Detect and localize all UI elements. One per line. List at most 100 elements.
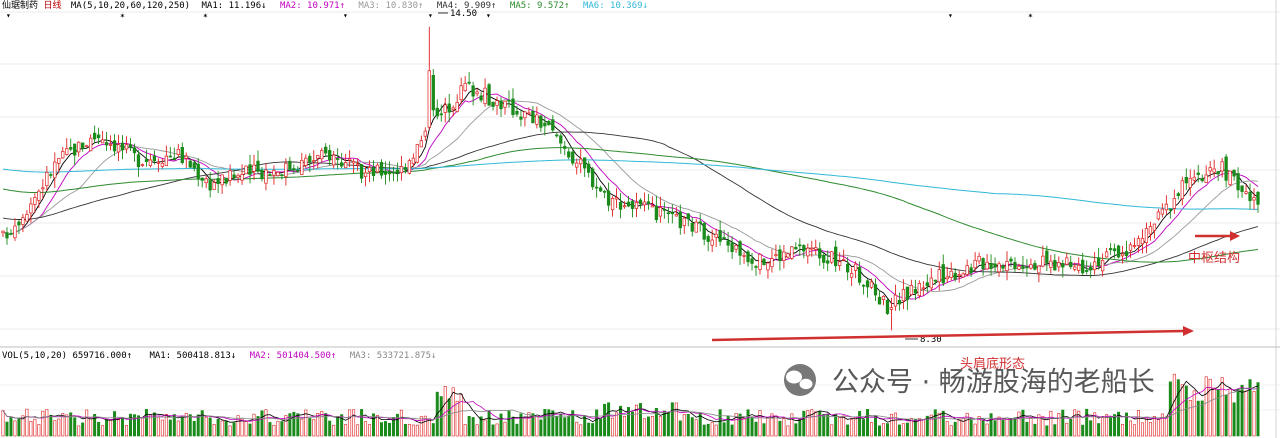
candle-body [575,162,579,168]
volume-bar [483,419,487,437]
volume-bar [156,416,160,437]
candle-body [1,230,5,234]
candle-body [515,110,519,115]
candle-body [252,164,256,172]
candle-body [766,262,770,271]
volume-bar [834,413,838,437]
candle-body [993,263,997,268]
candle-body [132,147,137,154]
candle-body [419,140,423,148]
volume-bar [65,414,69,437]
volume-bar [264,409,268,437]
candle-body [108,144,113,146]
moving-average-lines [2,87,1259,304]
candle-body [447,103,451,113]
volume-bar [770,413,774,437]
volume-bar [240,418,244,437]
candle-body [1212,168,1216,173]
volume-bar [615,412,619,437]
volume-ma-lines [2,380,1259,424]
volume-bar [1164,416,1168,437]
volume-bar [288,413,292,437]
volume-bar [340,414,344,437]
volume-bar [427,418,431,437]
volume-bar [690,417,694,437]
volume-bar [734,413,738,437]
volume-bar [292,411,296,437]
volume-bar [1125,412,1129,437]
candle-body [1248,191,1252,202]
volume-bar [475,424,479,437]
volume-bar [531,413,535,437]
candle-body [1049,260,1053,268]
candle-body [347,158,352,161]
candle-body [782,251,786,261]
candle-body [614,197,619,200]
volume-bar [1009,418,1013,437]
candle-body [559,135,563,144]
candle-body [371,167,376,177]
volume-bar [603,403,607,437]
candle-body [260,170,264,180]
volume-bar [372,413,376,437]
volume-bar [642,418,646,437]
candle-body [57,158,61,164]
volume-bar [109,419,113,437]
svg-text:✶: ✶ [1028,11,1033,20]
candle-body [842,259,846,261]
volume-bar [1216,389,1220,437]
volume-bar [893,412,897,437]
volume-bar [766,417,770,437]
volume-bar [336,415,340,437]
candle-body [160,162,165,167]
volume-bar [212,424,216,437]
volume-bar [714,424,718,437]
volume-bar [949,425,953,437]
volume-bar [595,409,599,437]
vol-ma2-value: MA2: 501404.500↑ [250,351,337,361]
candle-body [124,144,129,150]
volume-bar [21,415,25,437]
candle-body [690,222,694,232]
candlesticks [1,26,1260,331]
candle-body [587,163,591,173]
candle-body [830,251,834,263]
volume-bar [1224,394,1228,437]
volume-bar [1248,379,1252,437]
neckline-arrow [711,326,1194,342]
candle-body [1188,177,1192,188]
candle-body [953,272,957,280]
candle-body [120,142,125,151]
volume-bar [710,421,714,437]
volume-bar [1093,412,1097,437]
candle-body [503,100,507,108]
candle-body [112,140,117,152]
ma2-value: MA2: 10.971↑ [280,1,345,11]
candle-body [240,174,244,181]
volume-bar [9,417,13,437]
volume-bar [1232,402,1236,437]
volume-bar [650,415,654,437]
candle-body [168,155,172,158]
candle-body [937,269,941,283]
candle-body [100,139,105,144]
candle-body [642,201,647,206]
volume-bar [802,410,806,437]
candle-body [1061,263,1065,268]
candle-body [610,198,615,211]
candle-body [204,178,208,184]
volume-bar [93,414,97,437]
volume-bar [1244,390,1248,437]
header-legend: 仙琚制药 日线 MA(5,10,20,60,120,250) MA1: 11.1… [2,0,648,11]
volume-bar [467,416,471,437]
volume-bar [543,409,547,437]
volume-bar [1200,400,1204,437]
volume-bar [308,418,312,437]
volume-bar [969,419,973,437]
volume-bar [666,412,670,437]
candle-body [427,70,431,128]
volume-bar [1129,420,1133,437]
candle-body [694,221,698,233]
candle-body [622,205,627,208]
